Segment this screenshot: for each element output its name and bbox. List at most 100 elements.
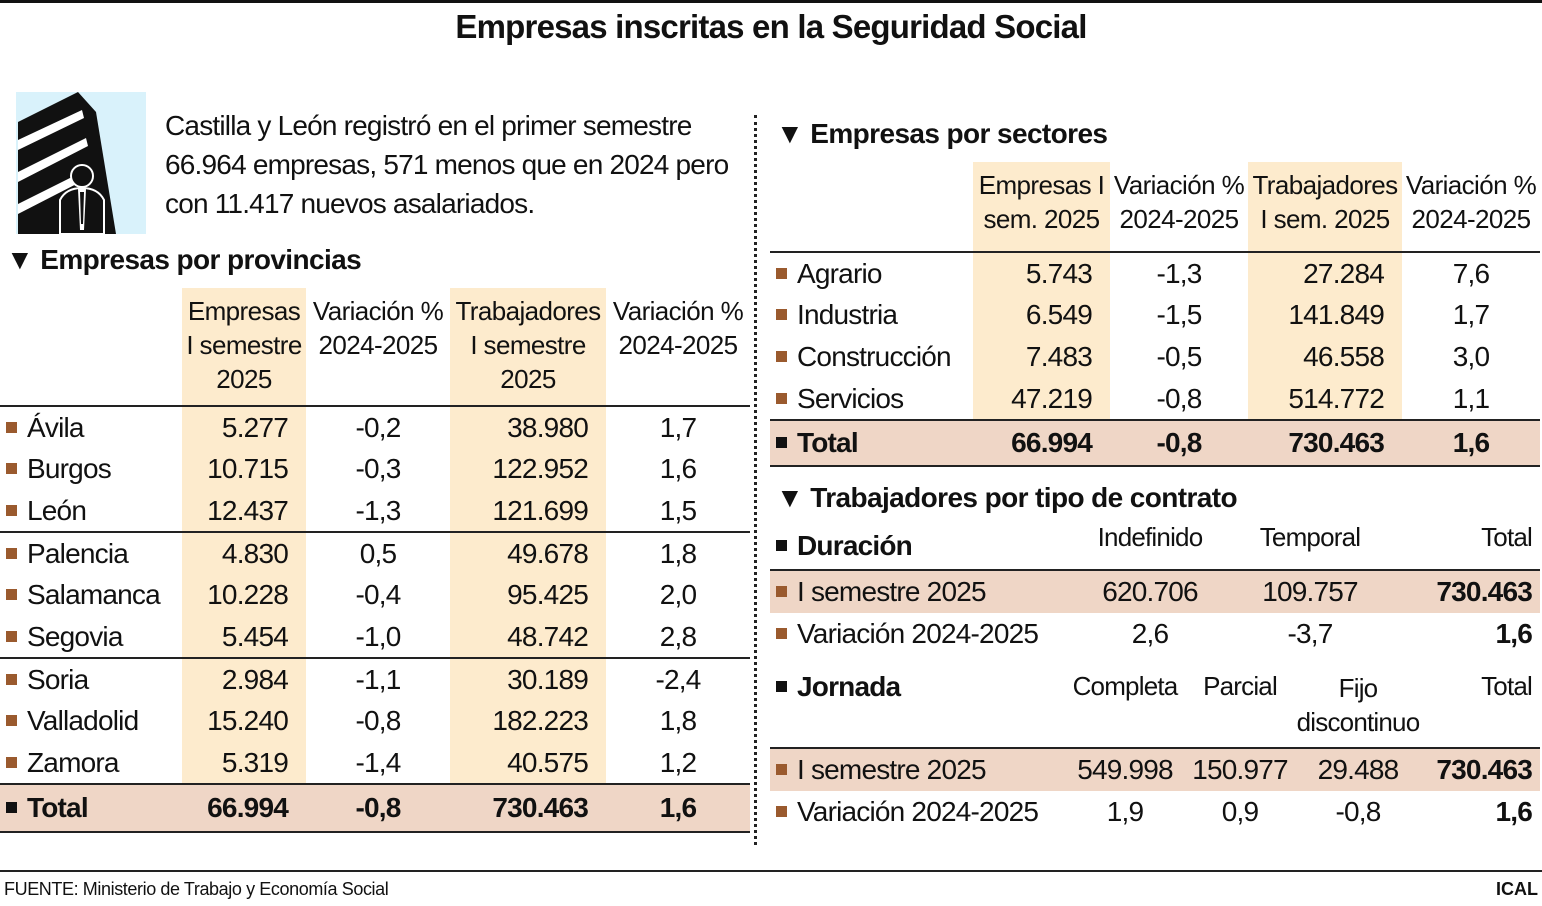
cell-value: 0,5 [306,531,450,574]
table-row: Industria 6.549 -1,5 141.849 1,7 [770,294,1540,336]
cell-value: 1,8 [606,531,750,574]
cell-value: 95.425 [450,574,606,616]
bullet-icon [776,764,787,776]
cell-value: 730.463 [1436,754,1532,785]
row-label: Agrario [797,257,882,289]
cell-value: -3,7 [1287,618,1333,649]
cell-value: 730.463 [1248,419,1402,467]
column-header: Total [1390,522,1540,571]
column-header: Variación % 2024-2025 [1402,162,1540,253]
cell-value: 5.277 [182,406,306,448]
table-row: Salamanca 10.228 -0,4 95.425 2,0 [0,574,750,616]
cell-value: -1,3 [355,494,401,526]
footer-rule [0,870,1542,872]
column-header: Completa [1066,663,1184,749]
cell-value: 1,5 [659,494,697,526]
cell-value: 7,6 [1452,257,1490,289]
row-label: Salamanca [27,579,161,610]
cell-value: 1,1 [1452,382,1490,414]
row-label: Variación 2024-2025 [797,796,1039,827]
row-label: I semestre 2025 [797,576,987,607]
row-label: Total [27,792,89,823]
table-row: Soria 2.984 -1,1 30.189 -2,4 [0,657,750,700]
table-row: Ávila 5.277 -0,2 38.980 1,7 [0,406,750,448]
cell-value: 2,8 [659,620,697,652]
cell-value: 10.715 [182,448,306,490]
total-row: Total 66.994 -0,8 730.463 1,6 [0,783,750,833]
bullet-icon [776,351,787,363]
businessman-building-illustration [16,92,146,235]
column-header: Temporal [1230,522,1390,571]
cell-value: -0,2 [355,411,401,443]
row-label: Burgos [27,453,112,484]
cell-value: 38.980 [450,406,606,448]
cell-value: 1,6 [606,783,750,833]
table-row: Variación 2024-2025 1,9 0,9 -0,8 1,6 [770,791,1540,833]
cell-value: 10.228 [182,574,306,616]
row-label: Total [797,427,859,458]
table-row: Zamora 5.319 -1,4 40.575 1,2 [0,742,750,784]
bullet-icon [776,681,787,693]
column-header: Trabajadores I semestre 2025 [450,288,606,407]
cell-value: 1,9 [1106,796,1144,827]
column-header: Indefinido [1070,522,1230,571]
column-header: Variación % 2024-2025 [606,288,750,407]
bullet-icon [776,267,787,279]
cell-value: 730.463 [1436,576,1532,607]
bullet-icon [776,806,787,818]
column-divider [754,115,757,845]
table-row: Segovia 5.454 -1,0 48.742 2,8 [0,616,750,658]
cell-value: 7.483 [973,336,1110,378]
bullet-icon [6,756,17,768]
table-row: I semestre 2025 620.706 109.757 730.463 [770,570,1540,613]
table-row: Burgos 10.715 -0,3 122.952 1,6 [0,448,750,490]
row-label: Servicios [797,382,904,414]
cell-value: 15.240 [182,700,306,742]
cell-value: 66.994 [973,419,1110,467]
row-label: León [27,494,87,526]
bullet-icon [776,586,787,598]
sectores-heading: ▼ Empresas por sectores [776,118,1108,149]
column-header: Variación % 2024-2025 [306,288,450,407]
cell-value: 66.994 [182,783,306,833]
triangle-down-icon: ▼ [6,244,41,275]
cell-value: 12.437 [182,490,306,532]
cell-value: 122.952 [450,448,606,490]
cell-value: 6.549 [973,294,1110,336]
cell-value: 30.189 [450,657,606,700]
cell-value: -0,5 [1156,341,1202,372]
page-title: Empresas inscritas en la Seguridad Socia… [455,8,1087,45]
cell-value: 48.742 [450,616,606,658]
bullet-icon [6,504,17,516]
cell-value: -0,3 [355,453,401,484]
cell-value: 46.558 [1248,336,1402,378]
provincias-table: Empresas I semestre 2025 Variación % 202… [0,288,750,833]
cell-value: -1,5 [1156,299,1202,330]
cell-value: 29.488 [1317,754,1400,785]
cell-value: 2,0 [659,579,697,610]
bullet-icon [776,437,787,449]
cell-value: 1,6 [1495,618,1532,649]
cell-value: -1,0 [355,620,401,652]
table-row: I semestre 2025 549.998 150.977 29.488 730.4… [770,748,1540,791]
cell-value: 0,9 [1221,796,1259,827]
cell-value: -0,4 [355,579,401,610]
column-header: Total [1420,663,1540,749]
duracion-table: Duración Indefinido Temporal Total I sem… [770,522,1540,655]
cell-value: 514.772 [1248,378,1402,420]
cell-value: 1,6 [1495,796,1532,827]
total-row: Total 66.994 -0,8 730.463 1,6 [770,419,1540,467]
row-label: Ávila [27,411,84,443]
cell-value: 5.454 [182,616,306,658]
bullet-icon [6,421,17,433]
cell-value: -0,8 [306,783,450,833]
row-label: I semestre 2025 [797,754,987,785]
bullet-icon [776,309,787,321]
row-label: Industria [797,299,898,330]
source-note: FUENTE: Ministerio de Trabajo y Economía… [4,879,389,899]
cell-value: 1,6 [659,453,697,484]
table-row: Valladolid 15.240 -0,8 182.223 1,8 [0,700,750,742]
cell-value: -1,3 [1156,257,1202,289]
cell-value: 109.757 [1262,576,1358,607]
credit: ICAL [1496,879,1538,899]
